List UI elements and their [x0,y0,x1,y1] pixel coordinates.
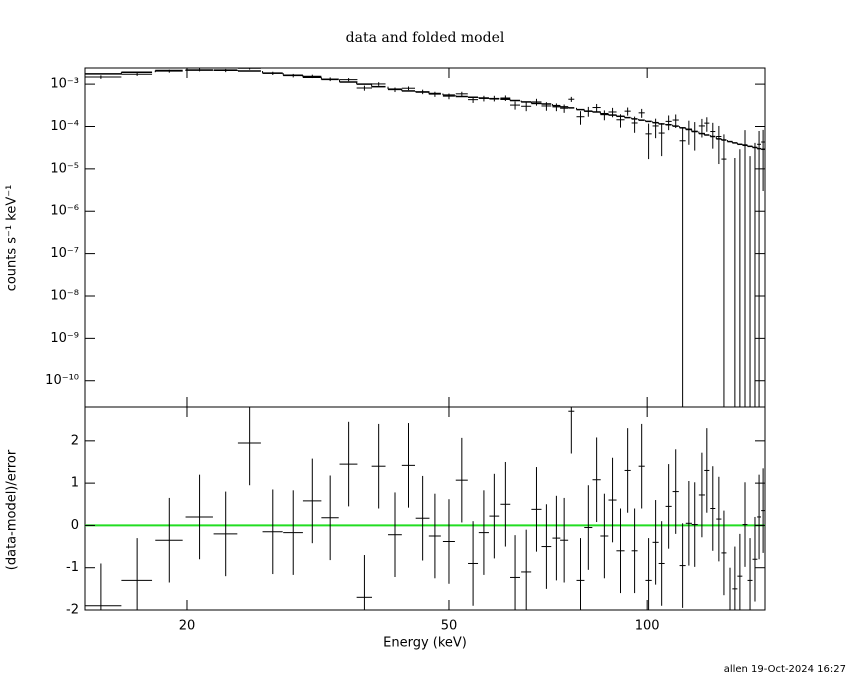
x-tick-label: 20 [179,619,196,634]
footer: allen 19-Oct-2024 16:27 [724,664,846,675]
x-tick-label: 50 [441,619,458,634]
x-axis-label: Energy (keV) [383,636,467,651]
x-tick-label: 100 [635,619,660,634]
y-tick-label: -2 [66,603,79,618]
y-tick-label: 10⁻⁷ [50,246,79,261]
y-tick-label: -1 [66,560,79,575]
bottom-plot-area [85,407,765,610]
y-tick-label: 10⁻⁵ [50,161,79,176]
y-tick-label: 10⁻⁸ [50,288,79,303]
y-axis-label: (data-model)/error [5,449,20,570]
y-tick-label: 0 [71,518,79,533]
y-tick-label: 10⁻³ [50,77,79,92]
y-tick-label: 10⁻⁹ [50,331,79,346]
panel-frame [84,406,766,611]
y-tick-label: 2 [71,433,79,448]
y-axis-label: counts s⁻¹ keV⁻¹ [5,185,20,292]
y-tick-label: 10⁻⁴ [50,119,79,134]
y-tick-label: 1 [71,476,79,491]
chart-title: data and folded model [346,30,505,46]
y-tick-label: 10⁻¹⁰ [45,373,79,388]
top-plot-area [85,68,765,407]
y-tick-label: 10⁻⁶ [50,204,79,219]
